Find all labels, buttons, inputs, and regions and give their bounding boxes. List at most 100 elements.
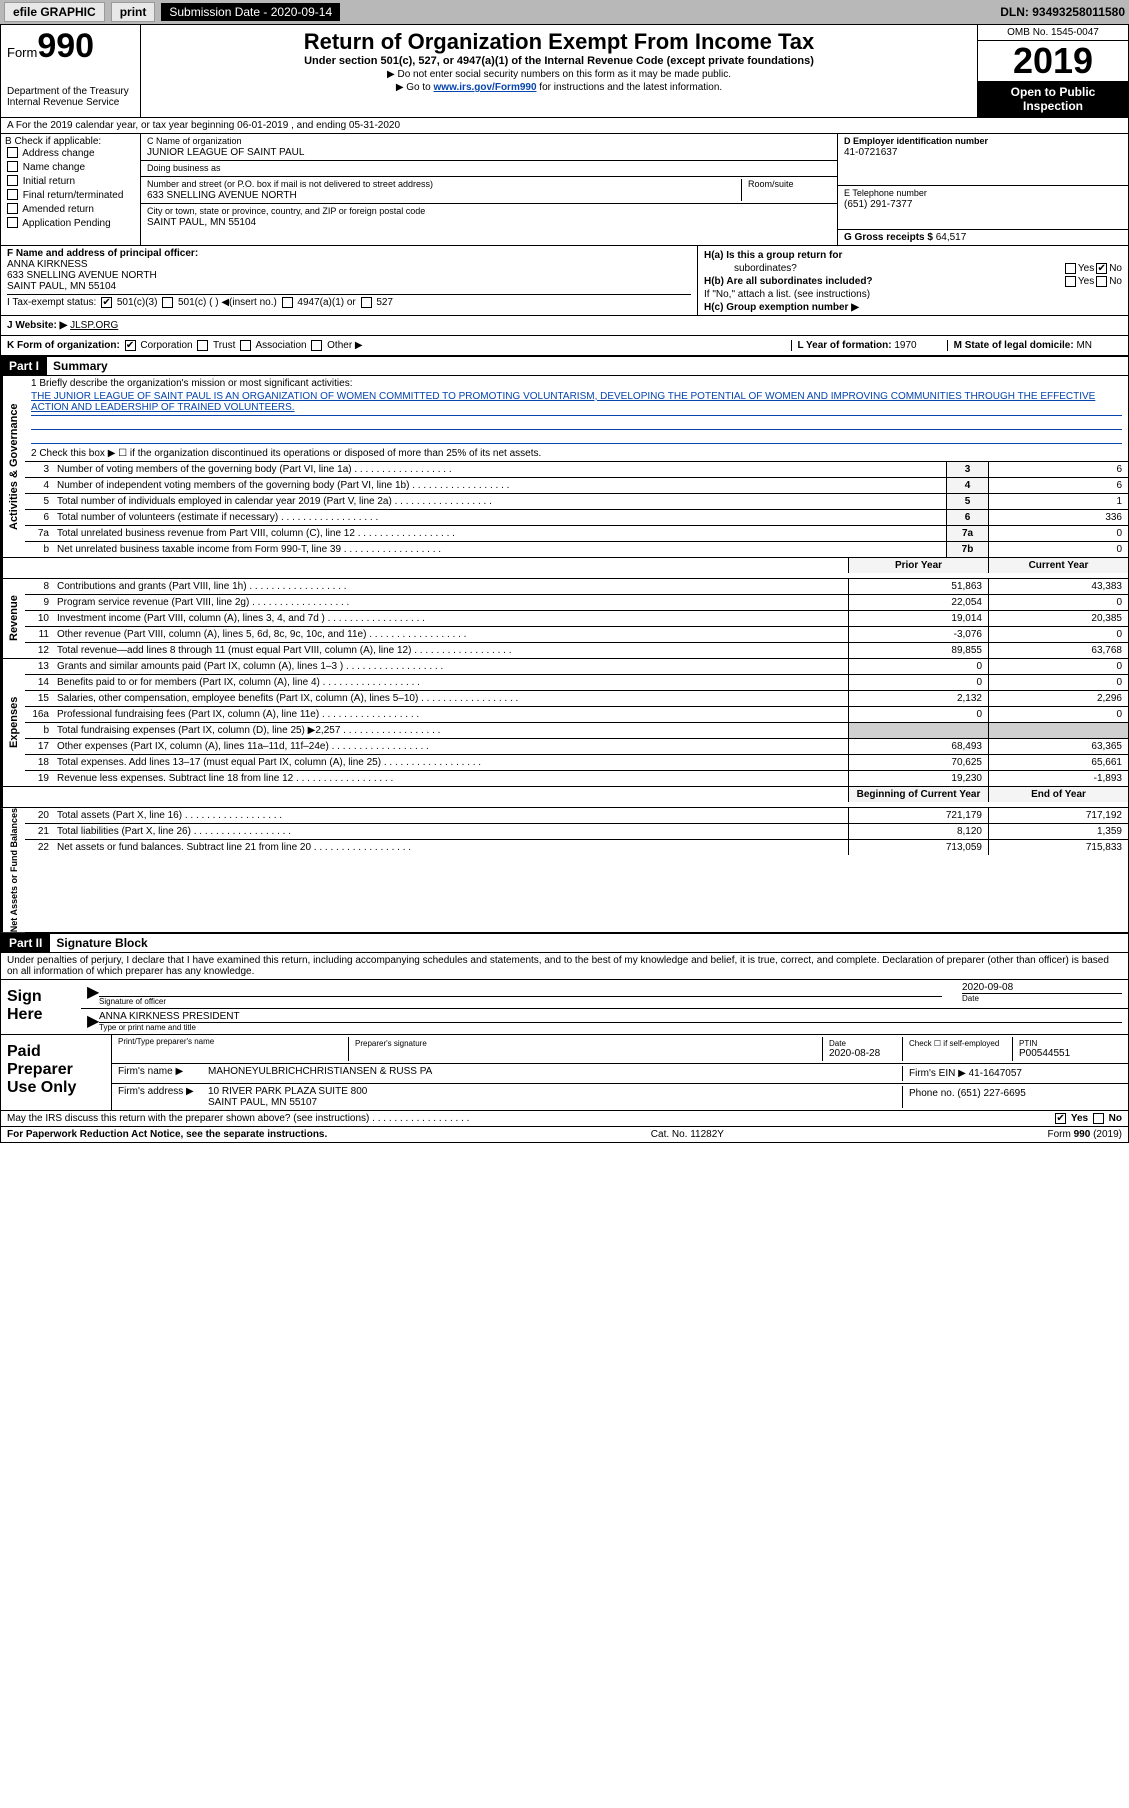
table-row: 8Contributions and grants (Part VIII, li… <box>25 579 1128 594</box>
hb-no-checkbox[interactable] <box>1096 276 1107 287</box>
gross-value: 64,517 <box>936 232 967 243</box>
ptin-value: P00544551 <box>1019 1048 1116 1059</box>
arrow-icon: ▶ <box>87 982 99 1006</box>
table-row: 18Total expenses. Add lines 13–17 (must … <box>25 754 1128 770</box>
table-row: 21Total liabilities (Part X, line 26)8,1… <box>25 823 1128 839</box>
gross-label: G Gross receipts $ <box>844 232 933 243</box>
firm-addr2: SAINT PAUL, MN 55107 <box>208 1097 902 1108</box>
expenses-side-label: Expenses <box>1 659 25 786</box>
application-pending-checkbox[interactable] <box>7 217 18 228</box>
table-row: 17Other expenses (Part IX, column (A), l… <box>25 738 1128 754</box>
501c-checkbox[interactable] <box>162 297 173 308</box>
trust-checkbox[interactable] <box>197 340 208 351</box>
table-row: 15Salaries, other compensation, employee… <box>25 690 1128 706</box>
table-row: 20Total assets (Part X, line 16)721,1797… <box>25 808 1128 823</box>
officer-addr1: 633 SNELLING AVENUE NORTH <box>7 270 691 281</box>
inspection-2: Inspection <box>1023 99 1083 113</box>
website-label: J Website: ▶ <box>7 320 67 331</box>
table-row: 6Total number of volunteers (estimate if… <box>25 509 1128 525</box>
table-row: 19Revenue less expenses. Subtract line 1… <box>25 770 1128 786</box>
prep-date: 2020-08-28 <box>829 1048 896 1059</box>
4947-checkbox[interactable] <box>282 297 293 308</box>
prep-sig-label: Preparer's signature <box>355 1039 816 1048</box>
tax-exempt-label: I Tax-exempt status: <box>7 297 96 308</box>
q1-label: 1 Briefly describe the organization's mi… <box>31 378 1122 389</box>
mission-text: THE JUNIOR LEAGUE OF SAINT PAUL IS AN OR… <box>31 389 1122 416</box>
dln-label: DLN: 93493258011580 <box>1000 5 1125 19</box>
state-domicile: MN <box>1076 340 1092 351</box>
print-button[interactable]: print <box>111 2 156 22</box>
submission-date: Submission Date - 2020-09-14 <box>161 3 340 21</box>
table-row: bTotal fundraising expenses (Part IX, co… <box>25 722 1128 738</box>
org-name-label: C Name of organization <box>147 136 831 146</box>
form-header: Form990 Department of the Treasury Inter… <box>1 25 1128 118</box>
penalty-text: Under penalties of perjury, I declare th… <box>1 953 1128 980</box>
firm-name: MAHONEYULBRICHCHRISTIANSEN & RUSS PA <box>208 1066 902 1081</box>
firm-addr-label: Firm's address ▶ <box>118 1086 208 1108</box>
col-b-label: B Check if applicable: <box>5 136 136 147</box>
form-subtitle: Under section 501(c), 527, or 4947(a)(1)… <box>149 55 969 67</box>
ein-label: D Employer identification number <box>844 136 1122 146</box>
revenue-side-label: Revenue <box>1 579 25 658</box>
ha-yes-checkbox[interactable] <box>1065 263 1076 274</box>
initial-return-checkbox[interactable] <box>7 175 18 186</box>
officer-label: F Name and address of principal officer: <box>7 248 691 259</box>
firm-name-label: Firm's name ▶ <box>118 1066 208 1081</box>
prep-print-label: Print/Type preparer's name <box>118 1037 348 1046</box>
q2-label: 2 Check this box ▶ ☐ if the organization… <box>31 448 1122 459</box>
tax-year: 2019 <box>978 41 1128 81</box>
table-row: 9Program service revenue (Part VIII, lin… <box>25 594 1128 610</box>
firm-ein-label: Firm's EIN ▶ <box>909 1068 966 1079</box>
discuss-no-checkbox[interactable] <box>1093 1113 1104 1124</box>
irs-label: Internal Revenue Service <box>7 97 134 108</box>
arrow-icon: ▶ <box>87 1011 99 1032</box>
form-container: Form990 Department of the Treasury Inter… <box>0 24 1129 1143</box>
hb-yes-checkbox[interactable] <box>1065 276 1076 287</box>
assoc-checkbox[interactable] <box>240 340 251 351</box>
activities-section: Activities & Governance 1 Briefly descri… <box>1 376 1128 557</box>
year-formation: 1970 <box>894 340 916 351</box>
cat-number: Cat. No. 11282Y <box>651 1129 724 1140</box>
firm-ein: 41-1647057 <box>969 1068 1022 1079</box>
inspection-1: Open to Public <box>1011 85 1096 99</box>
ssn-note: ▶ Do not enter social security numbers o… <box>149 69 969 80</box>
amended-return-checkbox[interactable] <box>7 203 18 214</box>
form-label: Form <box>7 45 37 60</box>
part2-header: Part II <box>1 934 50 952</box>
527-checkbox[interactable] <box>361 297 372 308</box>
city-label: City or town, state or province, country… <box>147 206 831 216</box>
other-checkbox[interactable] <box>311 340 322 351</box>
sig-date: 2020-09-08 <box>962 982 1122 993</box>
table-row: 5Total number of individuals employed in… <box>25 493 1128 509</box>
officer-print-name: ANNA KIRKNESS PRESIDENT <box>99 1011 1122 1022</box>
suite-label: Room/suite <box>748 179 831 189</box>
table-row: 14Benefits paid to or for members (Part … <box>25 674 1128 690</box>
part2-title: Signature Block <box>50 934 153 952</box>
netassets-side-label: Net Assets or Fund Balances <box>1 808 25 932</box>
final-return-checkbox[interactable] <box>7 189 18 200</box>
officer-addr2: SAINT PAUL, MN 55104 <box>7 281 691 292</box>
501c3-checkbox[interactable] <box>101 297 112 308</box>
address-change-checkbox[interactable] <box>7 147 18 158</box>
ein-value: 41-0721637 <box>844 147 1122 158</box>
name-change-checkbox[interactable] <box>7 161 18 172</box>
ha-no-checkbox[interactable] <box>1096 263 1107 274</box>
activities-side-label: Activities & Governance <box>1 376 25 557</box>
table-row: 3Number of voting members of the governi… <box>25 462 1128 477</box>
irs-link[interactable]: www.irs.gov/Form990 <box>434 82 537 93</box>
firm-phone: (651) 227-6695 <box>957 1088 1025 1099</box>
pra-notice: For Paperwork Reduction Act Notice, see … <box>7 1129 327 1140</box>
goto-post: for instructions and the latest informat… <box>537 82 723 93</box>
self-employed-check[interactable]: Check ☐ if self-employed <box>902 1037 1012 1061</box>
website-value[interactable]: JLSP.ORG <box>70 320 118 331</box>
table-row: 12Total revenue—add lines 8 through 11 (… <box>25 642 1128 658</box>
table-row: 22Net assets or fund balances. Subtract … <box>25 839 1128 855</box>
corp-checkbox[interactable] <box>125 340 136 351</box>
discuss-yes-checkbox[interactable] <box>1055 1113 1066 1124</box>
table-row: bNet unrelated business taxable income f… <box>25 541 1128 557</box>
officer-name: ANNA KIRKNESS <box>7 259 691 270</box>
part1-title: Summary <box>47 357 114 375</box>
form-org-label: K Form of organization: <box>7 340 120 351</box>
phone-label: E Telephone number <box>844 188 1122 198</box>
efile-button[interactable]: efile GRAPHIC <box>4 2 105 22</box>
